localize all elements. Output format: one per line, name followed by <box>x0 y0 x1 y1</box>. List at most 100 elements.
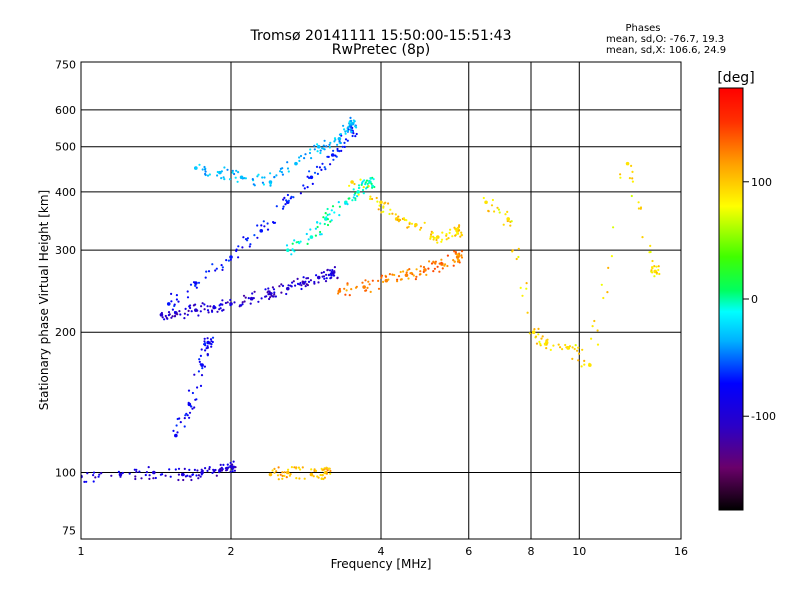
echo-dot <box>380 276 383 279</box>
echo-dot <box>510 220 513 223</box>
echo-dot <box>182 473 185 476</box>
echo-dot <box>491 198 494 202</box>
echo-dot <box>369 290 372 293</box>
echo-dot <box>195 474 198 477</box>
echo-dot <box>591 325 594 328</box>
echo-dot <box>452 259 455 262</box>
echo-dot <box>454 234 457 237</box>
echo-dot <box>332 158 335 161</box>
echo-dot <box>321 469 324 472</box>
y-tick-label: 300 <box>55 244 76 257</box>
echo-dot <box>98 473 101 476</box>
echo-dot <box>314 234 317 237</box>
echo-dot <box>235 169 238 172</box>
echo-dot <box>378 204 381 207</box>
x-tick-label: 1 <box>78 545 85 558</box>
echo-dot <box>219 307 222 310</box>
echo-dot <box>92 471 96 474</box>
echo-dot <box>596 329 599 332</box>
data-point <box>166 302 171 306</box>
echo-dot <box>338 205 341 208</box>
echo-dot <box>420 226 423 229</box>
echo-dot <box>515 257 518 261</box>
echo-dot <box>187 309 190 312</box>
echo-dot <box>231 171 234 174</box>
echo-dot <box>199 384 203 387</box>
echo-dot <box>260 297 263 300</box>
echo-dot <box>298 159 301 162</box>
echo-dot <box>327 467 330 470</box>
echo-dot <box>224 301 227 305</box>
echo-dot <box>204 344 207 347</box>
echo-dot <box>229 258 232 261</box>
echo-dot <box>330 271 333 274</box>
echo-dot <box>324 168 327 171</box>
echo-dot <box>319 230 322 234</box>
echo-dot <box>319 222 322 225</box>
series-group <box>159 266 339 321</box>
echo-dot <box>326 218 329 221</box>
echo-dot <box>268 297 271 301</box>
echo-dot <box>148 477 151 480</box>
echo-dot <box>199 310 202 313</box>
echo-dot <box>220 177 223 180</box>
echo-dot <box>358 186 361 189</box>
echo-dot <box>267 290 270 293</box>
echo-dot <box>343 145 346 148</box>
echo-dot <box>328 213 331 216</box>
echo-dot <box>362 186 365 189</box>
data-point <box>455 255 460 259</box>
echo-dot <box>219 467 222 470</box>
stats-line-x: mean, sd,X: 106.6, 24.9 <box>606 45 726 56</box>
echo-dot <box>343 141 346 144</box>
echo-dot <box>403 218 406 221</box>
echo-dot <box>549 348 552 351</box>
echo-dot <box>225 469 228 472</box>
echo-dot <box>206 337 209 340</box>
echo-dot <box>289 197 292 200</box>
echo-dot <box>377 287 381 290</box>
echo-dot <box>537 327 540 330</box>
echo-dot <box>339 141 342 145</box>
echo-dot <box>580 365 583 368</box>
echo-dot <box>244 296 247 299</box>
echo-dot <box>135 470 138 473</box>
echo-dot <box>447 237 450 240</box>
echo-dot <box>546 338 549 341</box>
echo-dot <box>263 225 266 228</box>
echo-dot <box>365 187 368 190</box>
echo-dot <box>365 179 369 182</box>
echo-dot <box>323 476 326 479</box>
echo-dot <box>355 126 358 129</box>
echo-dot <box>430 262 434 265</box>
echo-dot <box>561 348 564 351</box>
echo-dot <box>388 212 391 216</box>
echo-dot <box>325 472 328 475</box>
echo-dot <box>193 373 196 376</box>
echo-dot <box>273 467 276 470</box>
echo-dot <box>183 312 186 315</box>
echo-dot <box>177 467 181 470</box>
echo-dot <box>226 467 229 470</box>
echo-dot <box>436 241 439 244</box>
echo-dot <box>203 165 206 169</box>
echo-dot <box>205 270 208 273</box>
echo-dot <box>346 130 349 133</box>
echo-dot <box>211 340 214 344</box>
series-group <box>194 116 358 187</box>
data-point <box>218 170 222 175</box>
echo-dot <box>302 184 305 187</box>
echo-dot <box>231 470 234 473</box>
echo-dot <box>297 466 300 469</box>
echo-dot <box>364 181 367 184</box>
echo-dot <box>353 193 356 196</box>
echo-dot <box>352 188 355 191</box>
echo-dot <box>152 477 155 480</box>
echo-dot <box>541 335 544 338</box>
echo-dot <box>352 119 355 122</box>
echo-dot <box>408 222 411 225</box>
echo-dot <box>219 303 223 306</box>
data-point <box>285 248 290 252</box>
echo-dot <box>175 424 178 427</box>
